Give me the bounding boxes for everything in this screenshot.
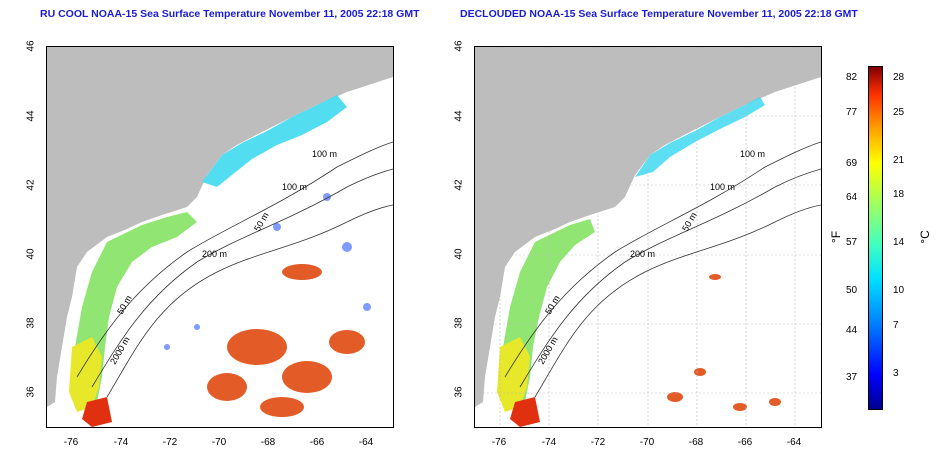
right-coastal-red bbox=[510, 397, 540, 427]
svg-text:100 m: 100 m bbox=[312, 149, 337, 159]
colorbar-celsius-tick: 7 bbox=[893, 320, 899, 331]
right-lon-tick: -76 bbox=[491, 437, 507, 448]
svg-text:50 m: 50 m bbox=[252, 211, 271, 233]
left-contours bbox=[76, 141, 393, 398]
colorbar-fahrenheit-tick: 50 bbox=[846, 285, 858, 296]
colorbar-celsius-tick: 21 bbox=[893, 155, 905, 166]
left-land-north bbox=[47, 47, 393, 407]
right-lon-tick: -72 bbox=[590, 437, 606, 448]
right-lon-tick: -64 bbox=[786, 437, 802, 448]
svg-text:100 m: 100 m bbox=[710, 182, 735, 192]
right-cold-shelf bbox=[635, 97, 765, 177]
colorbar-celsius-tick: 10 bbox=[893, 285, 905, 296]
temperature-colorbar bbox=[868, 66, 883, 410]
left-lon-tick: -74 bbox=[113, 437, 129, 448]
left-sst-map: 100 m 100 m 50 m 200 m 50 m 2000 m bbox=[46, 46, 394, 428]
right-land-north bbox=[475, 47, 821, 407]
left-coastal-band bbox=[72, 212, 197, 407]
right-lat-tick: 42 bbox=[453, 179, 465, 191]
right-lon-tick: -70 bbox=[639, 437, 655, 448]
left-lat-tick: 40 bbox=[25, 248, 37, 260]
colorbar-celsius-tick: 18 bbox=[893, 189, 905, 200]
left-lat-tick: 36 bbox=[25, 386, 37, 398]
colorbar-fahrenheit-tick: 77 bbox=[846, 107, 858, 118]
colorbar-fahrenheit-tick: 69 bbox=[846, 158, 858, 169]
right-lat-tick: 44 bbox=[453, 110, 465, 122]
left-cool-speckles bbox=[164, 193, 371, 350]
colorbar-celsius-tick: 14 bbox=[893, 237, 905, 248]
left-lon-tick: -72 bbox=[162, 437, 178, 448]
left-lon-tick: -64 bbox=[358, 437, 374, 448]
left-lon-tick: -70 bbox=[211, 437, 227, 448]
left-lon-tick: -66 bbox=[309, 437, 325, 448]
right-map-graphic: 100 m 100 m 50 m 200 m 50 m 2000 m bbox=[475, 47, 821, 427]
left-lat-tick: 44 bbox=[25, 110, 37, 122]
svg-text:100 m: 100 m bbox=[740, 149, 765, 159]
right-panel-title: DECLOUDED NOAA-15 Sea Surface Temperatur… bbox=[460, 8, 858, 20]
right-lat-tick: 40 bbox=[453, 248, 465, 260]
svg-text:50 m: 50 m bbox=[680, 211, 699, 233]
left-coastal-red bbox=[82, 397, 112, 427]
left-lat-tick: 46 bbox=[25, 40, 37, 52]
right-lat-tick: 38 bbox=[453, 317, 465, 329]
colorbar-fahrenheit-tick: 82 bbox=[846, 72, 858, 83]
left-cold-shelf bbox=[202, 95, 347, 187]
svg-text:50 m: 50 m bbox=[543, 294, 562, 316]
right-coastal-yellow bbox=[497, 337, 530, 412]
right-lon-tick: -66 bbox=[737, 437, 753, 448]
colorbar-celsius-tick: 28 bbox=[893, 72, 905, 83]
right-sst-map: 100 m 100 m 50 m 200 m 50 m 2000 m bbox=[474, 46, 822, 428]
left-lon-tick: -68 bbox=[260, 437, 276, 448]
right-lon-tick: -68 bbox=[688, 437, 704, 448]
colorbar-celsius-tick: 25 bbox=[893, 107, 905, 118]
colorbar-fahrenheit-tick: 64 bbox=[846, 192, 858, 203]
left-map-graphic: 100 m 100 m 50 m 200 m 50 m 2000 m bbox=[47, 47, 393, 427]
left-lat-tick: 38 bbox=[25, 317, 37, 329]
svg-text:100 m: 100 m bbox=[282, 182, 307, 192]
colorbar-celsius-tick: 3 bbox=[893, 368, 899, 379]
svg-text:200 m: 200 m bbox=[630, 249, 655, 259]
left-lon-tick: -76 bbox=[63, 437, 79, 448]
right-lat-tick: 46 bbox=[453, 40, 465, 52]
colorbar-fahrenheit-tick: 37 bbox=[846, 372, 858, 383]
svg-text:50 m: 50 m bbox=[115, 294, 134, 316]
right-gridlines bbox=[475, 47, 821, 427]
right-warm-patches bbox=[667, 274, 781, 411]
colorbar-fahrenheit-unit: °F bbox=[829, 230, 843, 244]
left-warm-patches bbox=[207, 264, 365, 417]
left-coastal-yellow bbox=[69, 337, 102, 412]
right-lon-tick: -74 bbox=[541, 437, 557, 448]
right-contours bbox=[504, 141, 821, 398]
colorbar-fahrenheit-tick: 44 bbox=[846, 325, 858, 336]
left-panel-title: RU COOL NOAA-15 Sea Surface Temperature … bbox=[40, 8, 420, 20]
svg-text:200 m: 200 m bbox=[202, 249, 227, 259]
colorbar-celsius-unit: °C bbox=[918, 230, 932, 244]
left-lat-tick: 42 bbox=[25, 179, 37, 191]
colorbar-fahrenheit-tick: 57 bbox=[846, 237, 858, 248]
right-lat-tick: 36 bbox=[453, 386, 465, 398]
